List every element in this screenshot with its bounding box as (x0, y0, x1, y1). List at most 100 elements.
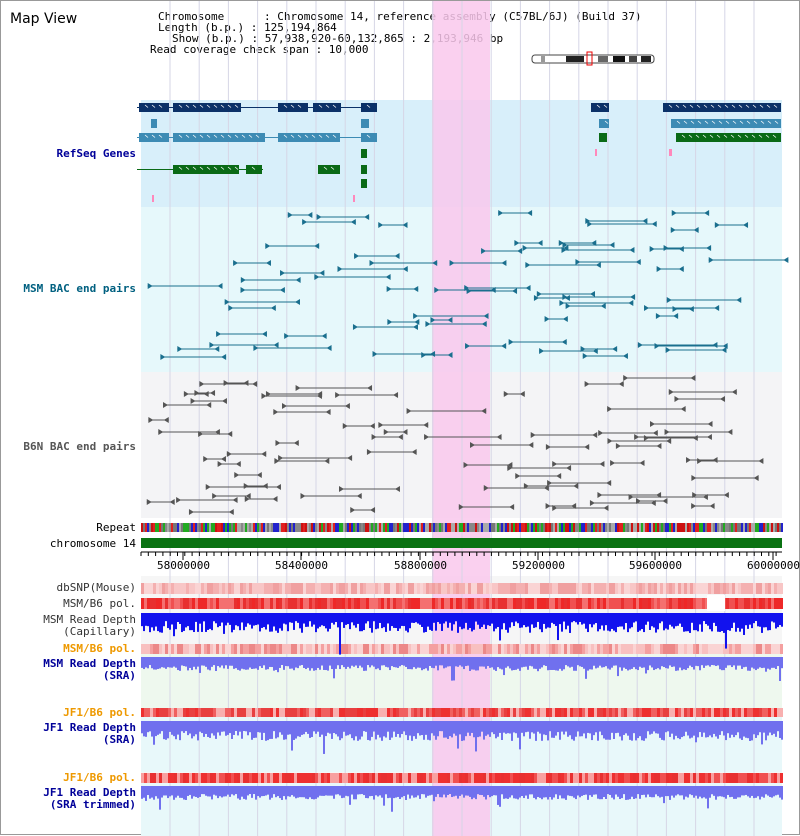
msm-bac-pair-end (561, 339, 567, 345)
repeat-element (369, 523, 371, 532)
track-label-jf1-b6-pol[interactable]: JF1/B6 pol. (63, 706, 136, 719)
b6n-bac-pair-end (261, 451, 267, 457)
msm-sra-depth-bar (547, 657, 549, 671)
track-label-msm-depth-capillary[interactable]: MSM Read Depth (Capillary) (43, 613, 136, 638)
msm-sra-depth-bar (339, 657, 341, 670)
jf1-sra-depth-bar (281, 721, 283, 735)
jf1-trimmed-depth-bar (667, 786, 669, 797)
track-label-b6n-bac[interactable]: B6N BAC end pairs (23, 440, 136, 453)
repeat-element (409, 523, 411, 532)
dbsnp-heat (225, 583, 228, 594)
jf1-pol2-heat (174, 773, 177, 783)
gene-strand-mark (724, 104, 729, 108)
msm-capillary-depth-bar (623, 613, 625, 630)
msm-pol-heat (291, 598, 294, 609)
jf1-pol-heat (681, 708, 684, 717)
msm-pol2-heat (627, 644, 630, 654)
msm-capillary-depth-bar (719, 613, 721, 632)
msm-sra-depth-bar (175, 657, 177, 668)
jf1-trimmed-depth-bar (429, 786, 431, 796)
gene-strand-mark (366, 134, 371, 138)
track-label-refseq[interactable]: RefSeq Genes (56, 147, 136, 160)
gene-strand-mark (752, 104, 757, 108)
repeat-element (587, 523, 589, 532)
jf1-sra-depth-bar (455, 721, 457, 736)
msm-sra-depth-bar (231, 657, 233, 666)
msm-pol-heat (636, 598, 639, 609)
msm-capillary-depth-bar (245, 613, 247, 627)
jf1-sra-depth-bar (427, 721, 429, 740)
msm-capillary-depth-bar (551, 613, 553, 623)
track-label-dbsnp[interactable]: dbSNP(Mouse) (56, 581, 136, 594)
jf1-trimmed-depth-bar (281, 786, 283, 800)
jf1-trimmed-depth-bar (681, 786, 683, 796)
jf1-trimmed-depth-bar (297, 786, 299, 798)
msm-capillary-depth-bar (197, 613, 199, 632)
msm-sra-depth-bar (337, 657, 339, 666)
repeat-element (499, 523, 501, 532)
msm-capillary-depth-bar (459, 613, 461, 627)
msm-pol2-heat (150, 644, 153, 654)
repeat-element (763, 523, 765, 532)
repeat-element (519, 523, 521, 532)
jf1-pol-heat (711, 708, 714, 717)
b6n-bac-pair-end (706, 434, 712, 440)
msm-capillary-depth-bar (515, 613, 517, 622)
jf1-trimmed-depth-bar (343, 786, 345, 798)
msm-bac-pair-end (284, 333, 290, 339)
msm-pol2-heat (615, 644, 618, 654)
msm-bac-pair-end (354, 253, 360, 259)
msm-capillary-depth-bar (387, 613, 389, 624)
msm-capillary-depth-bar (771, 613, 773, 622)
jf1-sra-depth-bar (293, 721, 295, 740)
jf1-sra-depth-bar (657, 721, 659, 734)
dbsnp-heat (504, 583, 507, 594)
repeat-element (749, 523, 751, 532)
msm-pol-heat (690, 598, 693, 609)
jf1-trimmed-depth-bar (259, 786, 261, 798)
track-label-repeat[interactable]: Repeat (96, 521, 136, 534)
track-label-jf1-depth-sra[interactable]: JF1 Read Depth (SRA) (43, 721, 136, 746)
msm-pol2-heat (480, 644, 483, 654)
track-label-msm-depth-sra[interactable]: MSM Read Depth (SRA) (43, 657, 136, 682)
msm-sra-depth-bar (371, 657, 373, 666)
msm-capillary-depth-bar (597, 613, 599, 632)
msm-pol2-heat (153, 644, 156, 654)
dbsnp-heat (615, 583, 618, 594)
jf1-pol-heat (423, 708, 426, 717)
jf1-sra-depth-bar (269, 721, 271, 739)
jf1-pol-heat (675, 708, 678, 717)
repeat-element (389, 523, 391, 532)
jf1-pol-heat (426, 708, 429, 717)
track-label-msm-bac[interactable]: MSM BAC end pairs (23, 282, 136, 295)
track-label-chromosome[interactable]: chromosome 14 (49, 537, 136, 550)
track-label-jf1-depth-trimmed[interactable]: JF1 Read Depth (SRA trimmed) (43, 786, 136, 811)
msm-sra-depth-bar (455, 657, 457, 667)
msm-pol-heat (552, 598, 555, 609)
jf1-trimmed-depth-bar (339, 786, 341, 796)
msm-pol2-heat (186, 644, 189, 654)
jf1-sra-depth-bar (223, 721, 225, 732)
msm-pol2-heat (678, 644, 681, 654)
msm-pol-heat (288, 598, 291, 609)
msm-sra-depth-bar (487, 657, 489, 667)
msm-pol-heat (597, 598, 600, 609)
msm-capillary-depth-bar (257, 613, 259, 625)
msm-capillary-depth-bar (307, 613, 309, 627)
msm-sra-depth-bar (521, 657, 523, 668)
jf1-trimmed-depth-bar (511, 786, 513, 796)
jf1-pol-heat (597, 708, 600, 717)
track-label-msm-b6-pol-2[interactable]: MSM/B6 pol. (63, 642, 136, 655)
msm-capillary-depth-bar (347, 613, 349, 625)
msm-sra-depth-bar (649, 657, 651, 666)
msm-pol-heat (750, 598, 753, 609)
gene-strand-mark (297, 134, 302, 138)
dbsnp-heat (501, 583, 504, 594)
msm-bac-pair-end (280, 270, 286, 276)
track-label-jf1-b6-pol-2[interactable]: JF1/B6 pol. (63, 771, 136, 784)
jf1-pol2-heat (627, 773, 630, 783)
msm-pol2-heat (687, 644, 690, 654)
dbsnp-heat (702, 583, 705, 594)
track-label-msm-b6-pol[interactable]: MSM/B6 pol. (63, 597, 136, 610)
